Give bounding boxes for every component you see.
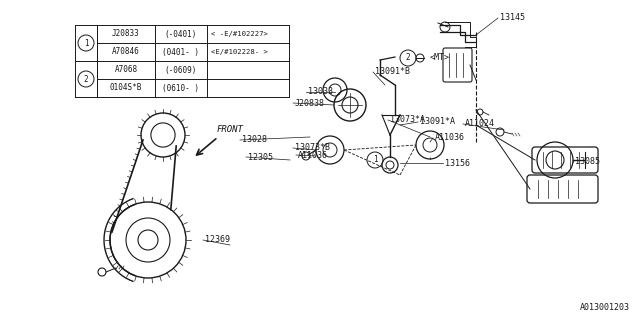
Text: FRONT: FRONT <box>217 125 244 134</box>
Text: 0104S*B: 0104S*B <box>110 84 142 92</box>
Text: 2: 2 <box>84 75 88 84</box>
Text: J20838: J20838 <box>295 99 325 108</box>
Text: 13091*B: 13091*B <box>375 68 410 76</box>
Text: (-0609): (-0609) <box>165 66 197 75</box>
Text: < -E/#102227>: < -E/#102227> <box>211 31 268 37</box>
Text: (-0401): (-0401) <box>165 29 197 38</box>
Text: A11036: A11036 <box>298 150 328 159</box>
Text: <MT>: <MT> <box>430 53 450 62</box>
Text: 12369: 12369 <box>205 236 230 244</box>
Text: A013001203: A013001203 <box>580 303 630 312</box>
Text: A70846: A70846 <box>112 47 140 57</box>
Text: 13073*B: 13073*B <box>295 143 330 153</box>
Text: 13091*A: 13091*A <box>420 117 455 126</box>
Text: <E/#102228- >: <E/#102228- > <box>211 49 268 55</box>
Text: J20833: J20833 <box>112 29 140 38</box>
Text: 13085: 13085 <box>575 157 600 166</box>
Text: 13028: 13028 <box>242 135 267 145</box>
Text: 13073*A: 13073*A <box>390 116 425 124</box>
Text: 13145: 13145 <box>500 13 525 22</box>
Text: 1: 1 <box>372 156 378 164</box>
Text: A11036: A11036 <box>435 133 465 142</box>
Text: A7068: A7068 <box>115 66 138 75</box>
Text: A11024: A11024 <box>465 119 495 129</box>
Text: 13033: 13033 <box>308 87 333 97</box>
Text: 2: 2 <box>406 53 410 62</box>
Text: 12305: 12305 <box>248 153 273 162</box>
Text: 1: 1 <box>84 38 88 47</box>
Text: (0401- ): (0401- ) <box>163 47 200 57</box>
Text: 13156: 13156 <box>445 158 470 167</box>
Text: (0610- ): (0610- ) <box>163 84 200 92</box>
